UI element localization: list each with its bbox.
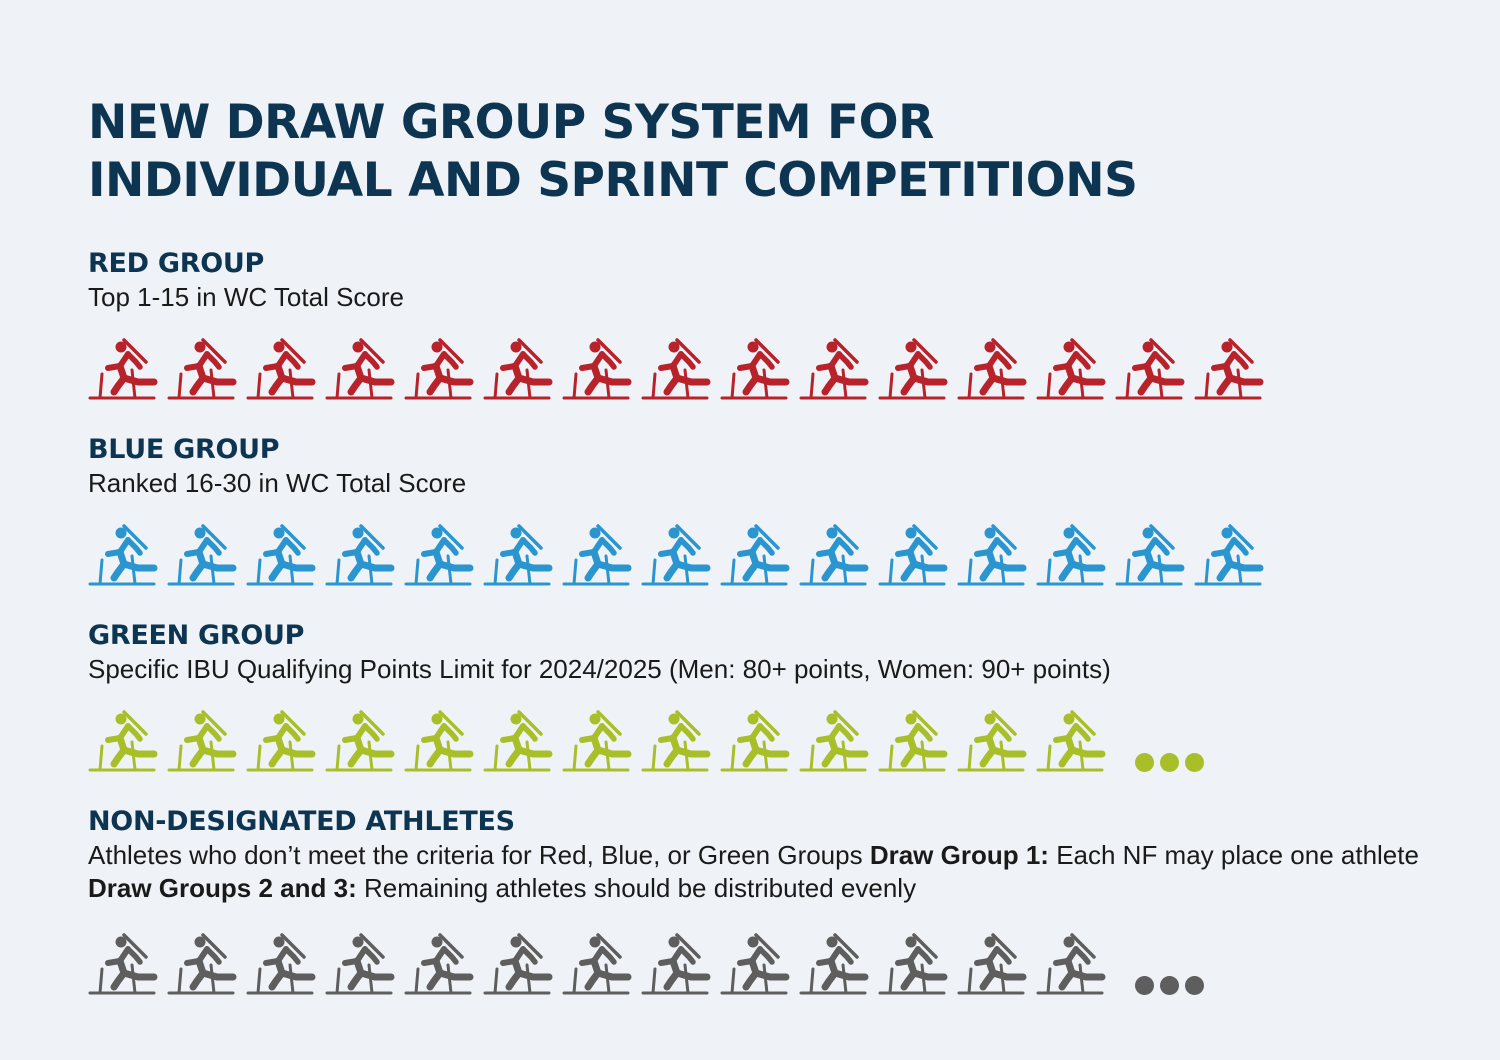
biathlete-skier-icon bbox=[483, 334, 553, 404]
biathlete-skier-icon bbox=[246, 520, 316, 590]
biathlete-skier-icon bbox=[325, 520, 395, 590]
biathlete-skier-icon bbox=[167, 706, 237, 776]
biathlete-skier-icon bbox=[88, 706, 158, 776]
biathlete-skier-icon bbox=[246, 706, 316, 776]
red-group-heading: RED GROUP bbox=[88, 248, 264, 279]
green-group-heading: GREEN GROUP bbox=[88, 620, 305, 651]
biathlete-skier-icon bbox=[1194, 334, 1264, 404]
biathlete-skier-icon bbox=[404, 706, 474, 776]
biathlete-skier-icon bbox=[246, 929, 316, 999]
title-line-1: NEW DRAW GROUP SYSTEM FOR bbox=[88, 95, 934, 150]
biathlete-skier-icon bbox=[562, 520, 632, 590]
biathlete-skier-icon bbox=[799, 334, 869, 404]
biathlete-skier-icon bbox=[641, 706, 711, 776]
non-designated-heading: NON-DESIGNATED ATHLETES bbox=[88, 806, 515, 837]
green-group-section: GREEN GROUP Specific IBU Qualifying Poin… bbox=[88, 619, 1428, 776]
non-designated-section: NON-DESIGNATED ATHLETES Athletes who don… bbox=[88, 805, 1428, 999]
biathlete-skier-icon bbox=[404, 929, 474, 999]
biathlete-skier-icon bbox=[483, 706, 553, 776]
biathlete-skier-icon bbox=[641, 334, 711, 404]
ellipsis-more-icon bbox=[1135, 974, 1204, 996]
biathlete-skier-icon bbox=[878, 929, 948, 999]
blue-group-section: BLUE GROUP Ranked 16-30 in WC Total Scor… bbox=[88, 433, 1428, 590]
biathlete-skier-icon bbox=[878, 334, 948, 404]
biathlete-skier-icon bbox=[720, 520, 790, 590]
page-title: NEW DRAW GROUP SYSTEM FOR INDIVIDUAL AND… bbox=[88, 94, 1388, 210]
description-text: Athletes who don’t meet the criteria for… bbox=[88, 840, 870, 870]
biathlete-skier-icon bbox=[483, 520, 553, 590]
biathlete-skier-icon bbox=[404, 520, 474, 590]
biathlete-skier-icon bbox=[1036, 334, 1106, 404]
biathlete-skier-icon bbox=[720, 334, 790, 404]
red-group-description: Top 1-15 in WC Total Score bbox=[88, 282, 404, 312]
non-designated-description: Athletes who don’t meet the criteria for… bbox=[88, 839, 1428, 905]
biathlete-skier-icon bbox=[957, 929, 1027, 999]
ellipsis-more-icon bbox=[1135, 751, 1204, 773]
draw-group-1-label: Draw Group 1: bbox=[869, 840, 1049, 870]
biathlete-skier-icon bbox=[562, 334, 632, 404]
biathlete-skier-icon bbox=[1115, 520, 1185, 590]
description-text: Each NF may place one athlete bbox=[1048, 840, 1419, 870]
biathlete-skier-icon bbox=[167, 334, 237, 404]
biathlete-skier-icon bbox=[720, 929, 790, 999]
biathlete-skier-icon bbox=[720, 706, 790, 776]
biathlete-skier-icon bbox=[957, 706, 1027, 776]
title-line-2: INDIVIDUAL AND SPRINT COMPETITIONS bbox=[88, 153, 1138, 208]
biathlete-skier-icon bbox=[799, 706, 869, 776]
biathlete-skier-icon bbox=[88, 520, 158, 590]
biathlete-skier-icon bbox=[1036, 929, 1106, 999]
green-group-description: Specific IBU Qualifying Points Limit for… bbox=[88, 654, 1111, 684]
biathlete-skier-icon bbox=[325, 334, 395, 404]
biathlete-skier-icon bbox=[88, 929, 158, 999]
biathlete-skier-icon bbox=[1036, 706, 1106, 776]
biathlete-skier-icon bbox=[167, 520, 237, 590]
biathlete-skier-icon bbox=[641, 929, 711, 999]
biathlete-skier-icon bbox=[1036, 520, 1106, 590]
biathlete-skier-icon bbox=[404, 334, 474, 404]
biathlete-skier-icon bbox=[325, 706, 395, 776]
biathlete-skier-icon bbox=[483, 929, 553, 999]
biathlete-skier-icon bbox=[88, 334, 158, 404]
biathlete-skier-icon bbox=[1194, 520, 1264, 590]
biathlete-skier-icon bbox=[957, 520, 1027, 590]
biathlete-skier-icon bbox=[957, 334, 1027, 404]
red-group-athletes bbox=[88, 334, 1428, 404]
blue-group-heading: BLUE GROUP bbox=[88, 434, 280, 465]
blue-group-description: Ranked 16-30 in WC Total Score bbox=[88, 468, 467, 498]
biathlete-skier-icon bbox=[562, 929, 632, 999]
biathlete-skier-icon bbox=[799, 520, 869, 590]
biathlete-skier-icon bbox=[167, 929, 237, 999]
red-group-section: RED GROUP Top 1-15 in WC Total Score bbox=[88, 247, 1428, 404]
biathlete-skier-icon bbox=[562, 706, 632, 776]
biathlete-skier-icon bbox=[799, 929, 869, 999]
description-text: Remaining athletes should be distributed… bbox=[356, 873, 917, 903]
biathlete-skier-icon bbox=[246, 334, 316, 404]
biathlete-skier-icon bbox=[878, 706, 948, 776]
biathlete-skier-icon bbox=[325, 929, 395, 999]
draw-groups-2-3-label: Draw Groups 2 and 3: bbox=[88, 873, 357, 903]
green-group-athletes bbox=[88, 706, 1428, 776]
biathlete-skier-icon bbox=[878, 520, 948, 590]
biathlete-skier-icon bbox=[1115, 334, 1185, 404]
biathlete-skier-icon bbox=[641, 520, 711, 590]
blue-group-athletes bbox=[88, 520, 1428, 590]
non-designated-athletes bbox=[88, 929, 1428, 999]
